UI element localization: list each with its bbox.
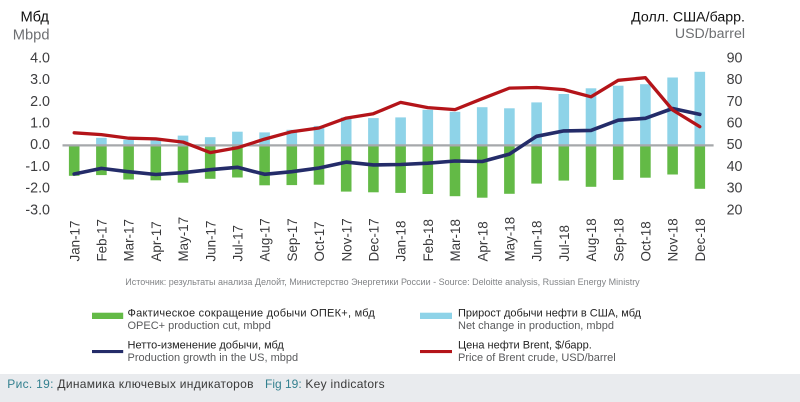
svg-text:Apr-18: Apr-18 (475, 221, 490, 261)
svg-text:0.0: 0.0 (30, 137, 50, 153)
svg-text:Рис. 19: Динамика ключевых инд: Рис. 19: Динамика ключевых индикаторов Fi… (7, 377, 385, 391)
svg-text:Price of Brent crude, USD/barr: Price of Brent crude, USD/barrel (458, 352, 616, 364)
svg-text:Nov-17: Nov-17 (339, 218, 354, 261)
svg-text:50: 50 (727, 137, 743, 153)
svg-text:OPEC+ production cut, mbpd: OPEC+ production cut, mbpd (128, 320, 271, 332)
svg-text:Цена нефти Brent, $/барр.: Цена нефти Brent, $/барр. (458, 340, 592, 352)
svg-text:1.0: 1.0 (30, 116, 50, 132)
svg-text:3.0: 3.0 (30, 72, 50, 88)
svg-text:Aug-17: Aug-17 (258, 218, 273, 261)
svg-text:-2.0: -2.0 (25, 181, 50, 197)
svg-text:Источник: результаты анализа Д: Источник: результаты анализа Делойт, Мин… (125, 277, 640, 287)
svg-text:Jan-17: Jan-17 (67, 221, 82, 262)
svg-text:Dec-17: Dec-17 (367, 218, 382, 261)
svg-text:Фактическое сокращение добычи: Фактическое сокращение добычи ОПЕК+, мбд (128, 307, 376, 319)
svg-text:Нетто-изменение добычи, мбд: Нетто-изменение добычи, мбд (128, 340, 285, 352)
svg-text:2.0: 2.0 (30, 94, 50, 110)
svg-text:Feb-18: Feb-18 (421, 219, 436, 261)
svg-text:May-17: May-17 (176, 217, 191, 262)
svg-text:Прирост добычи нефти в США, мб: Прирост добычи нефти в США, мбд (458, 307, 642, 319)
svg-text:60: 60 (727, 116, 743, 132)
svg-text:Dec-18: Dec-18 (693, 218, 708, 261)
svg-text:-3.0: -3.0 (25, 202, 50, 218)
svg-text:Production growth in the US, m: Production growth in the US, mbpd (128, 352, 299, 364)
svg-text:Mbpd: Mbpd (13, 28, 50, 44)
svg-text:Mar-18: Mar-18 (448, 219, 463, 261)
svg-text:Jul-17: Jul-17 (231, 225, 246, 261)
svg-text:40: 40 (727, 159, 743, 175)
svg-text:Jan-18: Jan-18 (394, 221, 409, 262)
svg-text:30: 30 (727, 181, 743, 197)
svg-text:Sep-17: Sep-17 (285, 218, 300, 261)
svg-text:Net change in production, mbpd: Net change in production, mbpd (458, 320, 614, 332)
svg-text:20: 20 (727, 202, 743, 218)
svg-text:Долл. США/барр.: Долл. США/барр. (631, 10, 745, 26)
svg-text:80: 80 (727, 72, 743, 88)
svg-text:May-18: May-18 (503, 217, 518, 262)
svg-text:70: 70 (727, 94, 743, 110)
svg-text:Apr-17: Apr-17 (149, 221, 164, 261)
svg-text:Oct-18: Oct-18 (639, 221, 654, 261)
svg-text:Sep-18: Sep-18 (611, 218, 626, 261)
svg-text:Mar-17: Mar-17 (122, 219, 137, 261)
svg-text:Feb-17: Feb-17 (95, 219, 110, 261)
svg-text:Мбд: Мбд (20, 10, 49, 26)
svg-text:Nov-18: Nov-18 (666, 218, 681, 261)
svg-text:-1.0: -1.0 (25, 159, 50, 175)
svg-text:Jun-17: Jun-17 (203, 221, 218, 262)
svg-text:USD/barrel: USD/barrel (675, 26, 745, 42)
svg-text:Oct-17: Oct-17 (312, 221, 327, 261)
svg-text:90: 90 (727, 50, 743, 66)
svg-text:Aug-18: Aug-18 (584, 218, 599, 261)
svg-text:Jul-18: Jul-18 (557, 225, 572, 261)
svg-text:Jun-18: Jun-18 (530, 221, 545, 262)
svg-text:4.0: 4.0 (30, 50, 50, 66)
